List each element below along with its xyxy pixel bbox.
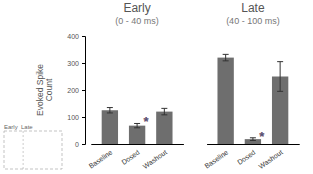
y-tick-mark: [82, 90, 85, 91]
bar: [217, 58, 233, 144]
x-tick-label: Baseline: [203, 148, 229, 169]
x-tick-label: Washout: [142, 149, 168, 170]
x-axis-line: [91, 144, 184, 145]
inset-divider: [23, 131, 24, 169]
error-bar-stem: [225, 54, 226, 60]
y-tick-label: 100: [67, 114, 79, 121]
x-tick-label: Dosed: [120, 148, 141, 165]
x-tick: Baseline: [203, 148, 229, 169]
x-tick: Washout: [257, 149, 283, 170]
y-tick-mark: [82, 36, 85, 37]
error-bar-stem: [109, 108, 110, 113]
error-bar-cap: [277, 61, 283, 62]
y-tick-label: 200: [67, 87, 79, 94]
y-tick: 100: [67, 114, 85, 121]
texts: Early(0 - 40 ms)Late(40 - 100 ms)****: [115, 1, 279, 144]
error-bar-stem: [164, 108, 165, 114]
x-tick: Baseline: [88, 148, 114, 169]
error-bar-cap: [250, 140, 256, 141]
error-bar-cap: [250, 137, 256, 138]
annotation: *: [259, 129, 265, 144]
y-tick: 200: [67, 87, 85, 94]
annotation: *: [259, 129, 265, 144]
plot-area: [102, 54, 289, 144]
error-bar-stem: [280, 62, 281, 92]
group-subtitle: (40 - 100 ms): [226, 16, 280, 26]
error-bar-cap: [223, 54, 229, 55]
y-tick-mark: [82, 144, 85, 145]
inset: Early Late: [4, 124, 62, 169]
error-bar-stem: [137, 123, 138, 127]
x-axis: Baseline DosedWashout: [203, 145, 299, 170]
x-tick: Washout: [142, 149, 168, 170]
bar: [102, 110, 118, 144]
error-bar: [277, 62, 283, 92]
x-axis: Baseline DosedWashout: [88, 145, 184, 170]
error-bar: [161, 108, 167, 114]
error-bar: [134, 123, 140, 127]
error-bar-cap: [107, 112, 113, 113]
y-tick: 0: [75, 141, 85, 148]
x-tick-label: Baseline: [88, 148, 114, 169]
y-axis-line: [82, 37, 86, 145]
error-bar-cap: [134, 127, 140, 128]
error-bar: [250, 138, 256, 141]
x-tick: Dosed: [236, 148, 257, 165]
y-tick-label: 400: [67, 33, 79, 40]
error-bar: [223, 54, 229, 60]
inset-frame: [4, 131, 62, 169]
y-tick-mark: [82, 117, 85, 118]
group-title: Late: [241, 1, 265, 15]
x-tick-label: Washout: [257, 149, 283, 170]
x-axis-line: [207, 144, 300, 145]
error-bar-cap: [161, 108, 167, 109]
annotation: *: [144, 114, 150, 129]
y-tick-label: 0: [75, 141, 79, 148]
bar: [156, 112, 172, 144]
group-subtitle: (0 - 40 ms): [115, 16, 159, 26]
error-bar-cap: [161, 114, 167, 115]
x-tick-label: Dosed: [236, 148, 257, 165]
error-bar-cap: [223, 60, 229, 61]
error-bar-cap: [277, 91, 283, 92]
y-tick: 300: [67, 60, 85, 67]
error-bar-cap: [134, 123, 140, 124]
x-tick: Dosed: [120, 148, 141, 165]
group-title: Early: [123, 1, 150, 15]
chart: 0 100 200 300 400 Evoked SpikeCount Early(0 - …: [0, 0, 313, 174]
error-bar-cap: [107, 107, 113, 108]
y-tick: 400: [67, 33, 85, 40]
y-tick-mark: [82, 63, 85, 64]
error-bar: [107, 108, 113, 113]
annotation: *: [144, 114, 150, 129]
y-tick-label: 300: [67, 60, 79, 67]
y-axis-title: Evoked SpikeCount: [35, 64, 54, 116]
y-axis: 0 100 200 300 400: [67, 33, 85, 148]
inset-label: Early Late: [4, 124, 33, 130]
